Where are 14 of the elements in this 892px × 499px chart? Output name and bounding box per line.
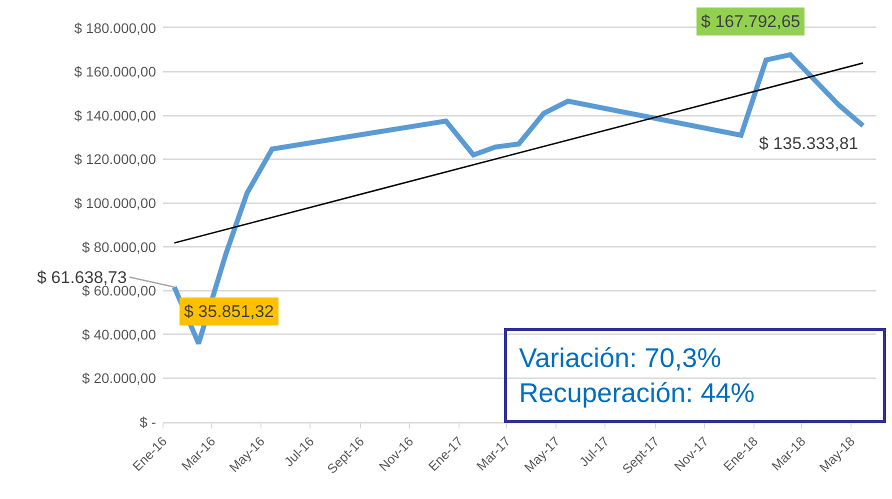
y-tick-label: $ 160.000,00 — [74, 64, 156, 80]
annotation: Variación: 70,3% Recuperación: 44% — [519, 343, 755, 408]
y-tick-label: $ 140.000,00 — [74, 107, 156, 124]
y-tick-label: $ 40.000,00 — [82, 326, 156, 342]
y-tick-label: $ 20.000,00 — [82, 370, 156, 386]
annotation: $ 61.638,73 — [37, 268, 127, 287]
y-tick-label: $ 100.000,00 — [74, 195, 156, 212]
y-tick-label: $ 80.000,00 — [82, 238, 156, 255]
y-tick-label: $ 120.000,00 — [74, 151, 156, 168]
y-tick-label: $ 180.000,00 — [74, 20, 156, 36]
annotation: $ 35.851,32 — [184, 302, 274, 321]
annotation: $ 167.792,65 — [701, 12, 800, 31]
annotation: $ 135.333,81 — [759, 134, 858, 153]
y-tick-label: $ - — [140, 414, 156, 430]
